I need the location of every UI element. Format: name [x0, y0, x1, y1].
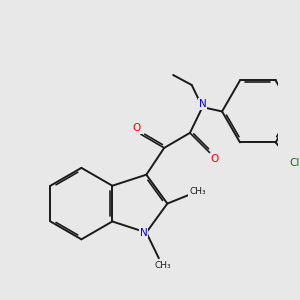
Text: CH₃: CH₃	[155, 261, 171, 270]
Text: O: O	[211, 154, 219, 164]
Text: Cl: Cl	[290, 158, 300, 168]
Text: N: N	[140, 227, 147, 238]
Text: CH₃: CH₃	[189, 187, 206, 196]
Text: O: O	[133, 123, 141, 133]
Text: N: N	[199, 99, 206, 109]
